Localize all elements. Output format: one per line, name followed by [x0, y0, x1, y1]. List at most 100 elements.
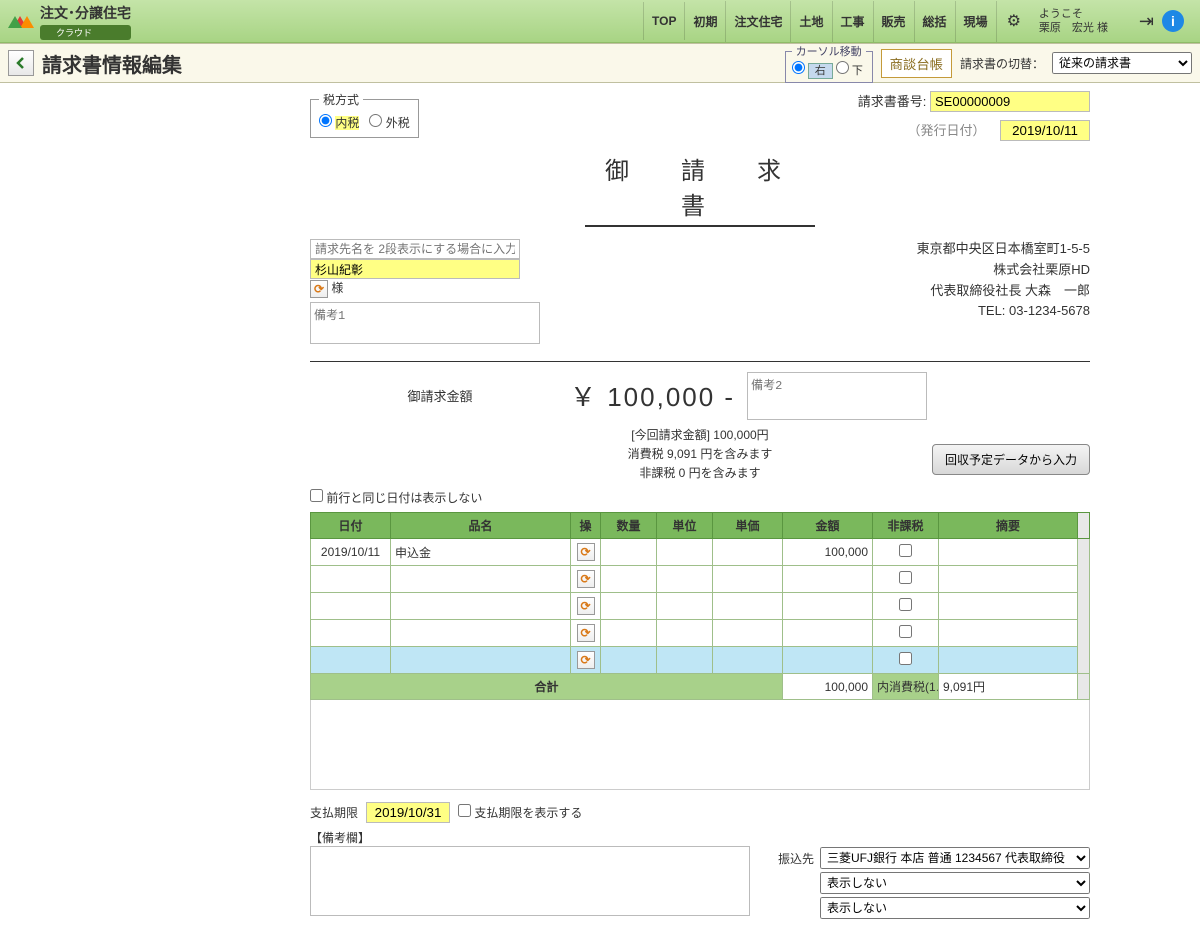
table-row[interactable]: ⟳ [311, 620, 1090, 647]
collect-data-button[interactable]: 回収予定データから入力 [932, 444, 1090, 475]
col-nontax: 非課税 [873, 513, 939, 539]
recipient-suffix: 様 [331, 281, 343, 295]
tax-inc-option[interactable]: 内税 [319, 116, 359, 130]
nav-genba[interactable]: 現場 [956, 1, 997, 42]
refresh-icon[interactable]: ⟳ [577, 570, 595, 588]
amount-value: ￥ 100,000 - [570, 377, 735, 414]
invoice-no-label: 請求書番号: [858, 94, 927, 109]
nontax-checkbox[interactable] [899, 571, 912, 584]
nav-chumon[interactable]: 注文住宅 [726, 1, 791, 42]
refresh-icon[interactable]: ⟳ [577, 651, 595, 669]
refresh-icon[interactable]: ⟳ [577, 597, 595, 615]
hide-dup-option[interactable]: 前行と同じ日付は表示しない [310, 491, 482, 505]
bank-select-3[interactable]: 表示しない [820, 897, 1090, 919]
nav-koji[interactable]: 工事 [833, 1, 874, 42]
tax-method-fieldset: 税方式 内税 外税 [310, 91, 419, 138]
scrollbar[interactable] [1078, 539, 1090, 674]
refresh-icon[interactable]: ⟳ [310, 280, 328, 298]
recipient-input[interactable] [310, 259, 520, 279]
nontax-checkbox[interactable] [899, 625, 912, 638]
table-row[interactable]: 2019/10/11 申込金 ⟳ 100,000 [311, 539, 1090, 566]
cell-nontax[interactable] [873, 539, 939, 566]
remark1-input[interactable] [310, 302, 540, 344]
welcome-label: ようこそ [1039, 7, 1123, 21]
cell-qty[interactable] [601, 539, 657, 566]
remark2-input[interactable] [747, 372, 927, 420]
total-label: 合計 [311, 674, 783, 700]
logo-mark-icon [8, 10, 36, 32]
due-date-input[interactable] [366, 802, 450, 823]
col-remark: 摘要 [939, 513, 1078, 539]
transfer-label: 振込先 [778, 850, 814, 867]
cursor-right-radio[interactable] [792, 61, 805, 74]
due-label: 支払期限 [310, 804, 358, 821]
cell-price[interactable] [713, 539, 783, 566]
tax-exc-option[interactable]: 外税 [369, 116, 409, 130]
cell-date[interactable]: 2019/10/11 [311, 539, 391, 566]
nontax-checkbox[interactable] [899, 598, 912, 611]
col-price: 単価 [713, 513, 783, 539]
user-block: ようこそ 栗原 宏光 様 [1031, 7, 1131, 36]
cell-unit[interactable] [657, 539, 713, 566]
transfer-block: 振込先 三菱UFJ銀行 本店 普通 1234567 代表取締役 表示しない 表示… [778, 847, 1090, 919]
cursor-right-option[interactable]: 右 [792, 65, 833, 77]
shodan-button[interactable]: 商談台帳 [881, 49, 952, 78]
cursor-move-fieldset: カーソル移動 右 下 [785, 43, 873, 83]
nontax-checkbox[interactable] [899, 652, 912, 665]
refresh-icon[interactable]: ⟳ [577, 543, 595, 561]
logout-icon[interactable]: ⇥ [1139, 11, 1154, 32]
due-show-option[interactable]: 支払期限を表示する [458, 804, 582, 821]
back-button[interactable] [8, 50, 34, 76]
scroll-col [1078, 513, 1090, 539]
total-amount: 100,000 [783, 674, 873, 700]
nav-hanbai[interactable]: 販売 [874, 1, 915, 42]
cursor-down-option[interactable]: 下 [836, 65, 863, 77]
nav-sokatsu[interactable]: 総括 [915, 1, 956, 42]
cell-remark[interactable] [939, 539, 1078, 566]
gear-icon[interactable]: ⚙ [997, 11, 1031, 31]
cell-op[interactable]: ⟳ [571, 539, 601, 566]
user-name: 栗原 宏光 様 [1039, 21, 1123, 35]
refresh-icon[interactable]: ⟳ [577, 624, 595, 642]
col-date: 日付 [311, 513, 391, 539]
due-show-checkbox[interactable] [458, 804, 471, 817]
nav-tochi[interactable]: 土地 [791, 1, 832, 42]
hide-dup-checkbox[interactable] [310, 489, 323, 502]
tax-inc-radio[interactable] [319, 114, 332, 127]
tax-exc-radio[interactable] [369, 114, 382, 127]
remark-field-label: 【備考欄】 [310, 829, 750, 846]
cell-amount[interactable]: 100,000 [783, 539, 873, 566]
nav-top[interactable]: TOP [643, 2, 685, 40]
table-row[interactable]: ⟳ [311, 566, 1090, 593]
company-tel: TEL: 03-1234-5678 [917, 301, 1090, 322]
document-title: 御 請 求 書 [585, 151, 815, 227]
page-title: 請求書情報編集 [42, 49, 182, 78]
company-address: 東京都中央区日本橋室町1-5-5 株式会社栗原HD 代表取締役社長 大森 一郎 … [917, 239, 1090, 347]
table-row-selected[interactable]: ⟳ [311, 647, 1090, 674]
page-bar: 請求書情報編集 カーソル移動 右 下 商談台帳 請求書の切替： 従来の請求書 [0, 43, 1200, 83]
tax-inc-label: 内消費税(1… [873, 674, 939, 700]
cell-item[interactable]: 申込金 [391, 539, 571, 566]
remark-field-input[interactable] [310, 846, 750, 916]
bank-select-1[interactable]: 三菱UFJ銀行 本店 普通 1234567 代表取締役 [820, 847, 1090, 869]
nav-shoki[interactable]: 初期 [685, 1, 726, 42]
invoice-no-input[interactable] [930, 91, 1090, 112]
amount-label: 御請求金額 [310, 386, 570, 405]
detail-this-amount: [今回請求金額] 100,000円 [310, 426, 1090, 445]
nontax-checkbox[interactable] [899, 544, 912, 557]
top-nav: 注文･分譲住宅 クラウド TOP 初期 注文住宅 土地 工事 販売 総括 現場 … [0, 0, 1200, 43]
info-icon[interactable]: i [1162, 10, 1184, 32]
company-addr-line: 東京都中央区日本橋室町1-5-5 [917, 239, 1090, 260]
issue-date-label: （発行日付） [908, 123, 986, 138]
cursor-down-radio[interactable] [836, 61, 849, 74]
logo-text: 注文･分譲住宅 [40, 3, 131, 23]
table-row[interactable]: ⟳ [311, 593, 1090, 620]
table-empty-area [310, 700, 1090, 790]
issue-date-input[interactable] [1000, 120, 1090, 141]
col-item: 品名 [391, 513, 571, 539]
recipient-line2-input[interactable] [310, 239, 520, 259]
invoice-switch-select[interactable]: 従来の請求書 [1052, 52, 1192, 74]
company-name: 株式会社栗原HD [917, 260, 1090, 281]
bank-select-2[interactable]: 表示しない [820, 872, 1090, 894]
nav-items: TOP 初期 注文住宅 土地 工事 販売 総括 現場 ⚙ [643, 1, 1031, 42]
